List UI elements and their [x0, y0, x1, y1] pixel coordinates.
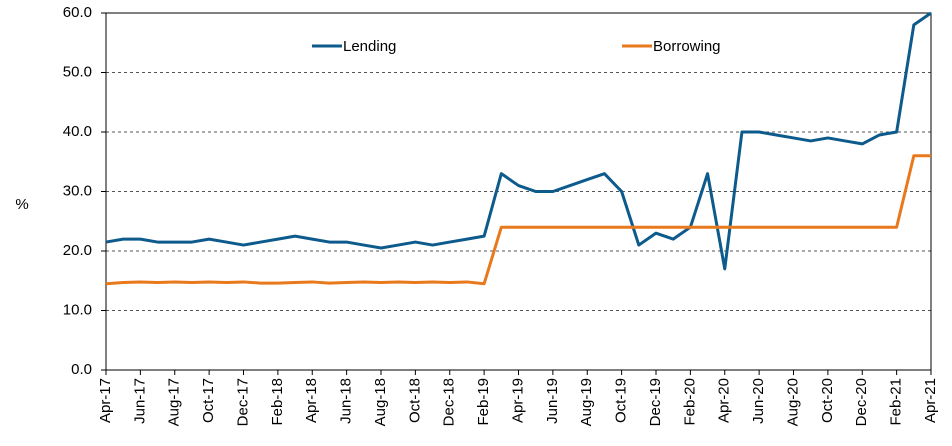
legend-label: Lending: [343, 38, 396, 55]
x-tick-label: Jun-17: [131, 378, 148, 424]
x-tick-label: Feb-18: [269, 378, 286, 426]
x-tick-label: Feb-19: [475, 378, 492, 426]
x-tick-label: Feb-21: [888, 378, 905, 426]
x-tick-label: Apr-18: [303, 378, 320, 423]
y-tick-label: 10.0: [63, 301, 92, 318]
y-tick-label: 20.0: [63, 242, 92, 259]
x-tick-label: Aug-19: [578, 378, 595, 426]
x-tick-label: Feb-20: [681, 378, 698, 426]
x-tick-label: Aug-20: [784, 378, 801, 426]
x-tick-label: Oct-19: [613, 378, 630, 423]
x-tick-label: Oct-17: [200, 378, 217, 423]
x-tick-label: Aug-18: [372, 378, 389, 426]
x-tick-label: Dec-19: [647, 378, 664, 426]
x-tick-label: Dec-18: [441, 378, 458, 426]
x-tick-label: Apr-20: [716, 378, 733, 423]
plot-frame: [105, 12, 932, 371]
x-tick-label: Oct-20: [819, 378, 836, 423]
x-tick-label: Jun-18: [338, 378, 355, 424]
x-tick-label: Apr-21: [922, 378, 939, 423]
x-tick-label: Jun-19: [544, 378, 561, 424]
y-tick-label: 30.0: [63, 182, 92, 199]
line-series: [105, 154, 931, 286]
x-tick-label: Apr-17: [97, 378, 114, 423]
line-series: [105, 11, 932, 271]
x-tick-label: Dec-20: [853, 378, 870, 426]
y-tick-label: 0.0: [71, 361, 92, 378]
y-tick-label: 60.0: [63, 4, 92, 21]
x-tick-label: Dec-17: [234, 378, 251, 426]
legend-label: Borrowing: [653, 38, 721, 55]
y-tick-label: 40.0: [63, 123, 92, 140]
x-tick-label: Apr-19: [509, 378, 526, 423]
y-tick-label: 50.0: [63, 63, 92, 80]
x-tick-label: Oct-18: [406, 378, 423, 423]
y-axis-label: %: [15, 196, 28, 213]
x-tick-label: Aug-17: [166, 378, 183, 426]
x-tick-label: Jun-20: [750, 378, 767, 424]
